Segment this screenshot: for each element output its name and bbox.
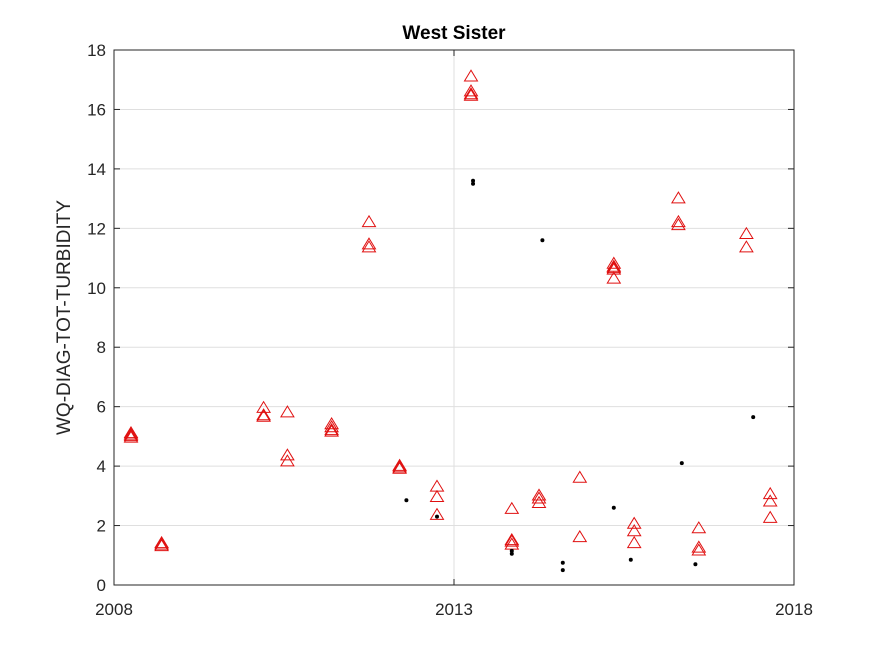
triangle-data-point xyxy=(504,532,520,546)
triangle-data-point xyxy=(429,489,445,503)
chart-title: West Sister xyxy=(402,23,506,44)
triangle-data-point xyxy=(626,516,642,529)
series-layer xyxy=(123,69,778,573)
dot-data-point xyxy=(693,562,698,567)
triangle-data-point xyxy=(280,448,295,461)
triangle-data-point xyxy=(429,479,445,492)
triangle-data-point xyxy=(392,458,407,471)
triangle-data-point xyxy=(154,535,169,549)
dot-data-point xyxy=(471,181,476,186)
triangle-data-point xyxy=(572,529,588,543)
triangle-data-point xyxy=(123,430,139,443)
triangle-data-point xyxy=(606,259,622,272)
dot-data-point xyxy=(679,461,684,466)
triangle-data-point xyxy=(762,486,778,500)
dot-data-point xyxy=(611,505,616,510)
triangle-data-point xyxy=(256,400,271,413)
triangle-data-point xyxy=(531,495,547,508)
triangle-data-point xyxy=(504,534,520,547)
triangle-data-point xyxy=(324,422,339,436)
triangle-data-point xyxy=(361,240,377,253)
triangle-data-point xyxy=(361,237,377,250)
triangle-data-point xyxy=(463,87,479,100)
x-tick-label: 2008 xyxy=(95,600,133,619)
triangle-data-point xyxy=(671,214,686,228)
triangle-data-point xyxy=(154,538,169,552)
triangle-data-point xyxy=(606,262,622,275)
triangle-data-point xyxy=(739,240,754,253)
triangle-data-point xyxy=(324,420,339,433)
triangle-data-point xyxy=(531,491,547,504)
triangle-data-point xyxy=(256,409,271,422)
triangle-data-point xyxy=(762,494,778,507)
triangle-data-point xyxy=(531,488,547,501)
triangle-data-point xyxy=(504,501,520,514)
triangle-data-point xyxy=(154,537,169,550)
triangle-data-point xyxy=(626,524,642,537)
y-tick-label: 2 xyxy=(97,517,106,536)
x-tick-label: 2013 xyxy=(435,600,473,619)
triangle-data-point xyxy=(324,424,339,437)
y-tick-label: 16 xyxy=(87,100,106,119)
triangle-data-point xyxy=(392,460,407,473)
triangle-data-point xyxy=(671,191,686,204)
triangle-data-point xyxy=(429,507,445,520)
triangle-data-point xyxy=(606,256,622,269)
triangle-data-point xyxy=(691,540,707,553)
triangle-data-point xyxy=(123,427,139,440)
triangle-data-point xyxy=(463,84,479,97)
triangle-data-point xyxy=(280,454,295,467)
dot-data-point xyxy=(540,238,545,243)
dot-data-point xyxy=(404,498,409,503)
triangle-data-point xyxy=(626,535,642,549)
y-tick-label: 8 xyxy=(97,338,106,357)
dot-data-point xyxy=(471,178,476,183)
triangle-data-point xyxy=(324,417,339,430)
dot-data-point xyxy=(628,557,633,562)
dot-data-point xyxy=(751,415,756,420)
tick-layer: 0 2 4 6 8 10 12 14 16 18 2008 2013 2018 xyxy=(87,41,813,619)
y-tick-label: 12 xyxy=(87,219,106,238)
triangle-data-point xyxy=(691,543,707,556)
dot-data-point xyxy=(435,514,439,519)
triangle-data-point xyxy=(392,461,407,474)
triangle-data-point xyxy=(762,510,778,523)
triangle-data-point xyxy=(739,226,754,240)
triangle-data-point xyxy=(572,470,588,483)
triangle-data-point xyxy=(671,217,686,231)
y-tick-label: 18 xyxy=(87,41,106,60)
triangle-data-point xyxy=(256,408,271,421)
x-tick-label: 2018 xyxy=(775,600,813,619)
y-tick-label: 6 xyxy=(97,398,106,417)
triangle-data-point xyxy=(606,271,622,284)
triangle-data-point xyxy=(463,88,479,101)
y-axis-label: WQ-DIAG-TOT-TURBIDITY xyxy=(54,200,75,435)
dot-data-point xyxy=(509,548,514,553)
dot-data-point xyxy=(560,560,565,565)
triangle-data-point xyxy=(691,521,707,534)
triangle-data-point xyxy=(361,214,377,228)
grid-layer xyxy=(114,50,794,585)
triangle-data-point xyxy=(463,69,479,82)
triangle-data-point xyxy=(123,425,139,439)
y-tick-label: 4 xyxy=(97,457,106,476)
triangle-data-point xyxy=(280,405,295,418)
y-tick-label: 14 xyxy=(87,160,106,179)
y-tick-label: 10 xyxy=(87,279,106,298)
dot-data-point xyxy=(509,551,514,556)
y-tick-label: 0 xyxy=(97,576,106,595)
triangle-data-point xyxy=(123,428,139,442)
dot-data-point xyxy=(560,568,565,573)
